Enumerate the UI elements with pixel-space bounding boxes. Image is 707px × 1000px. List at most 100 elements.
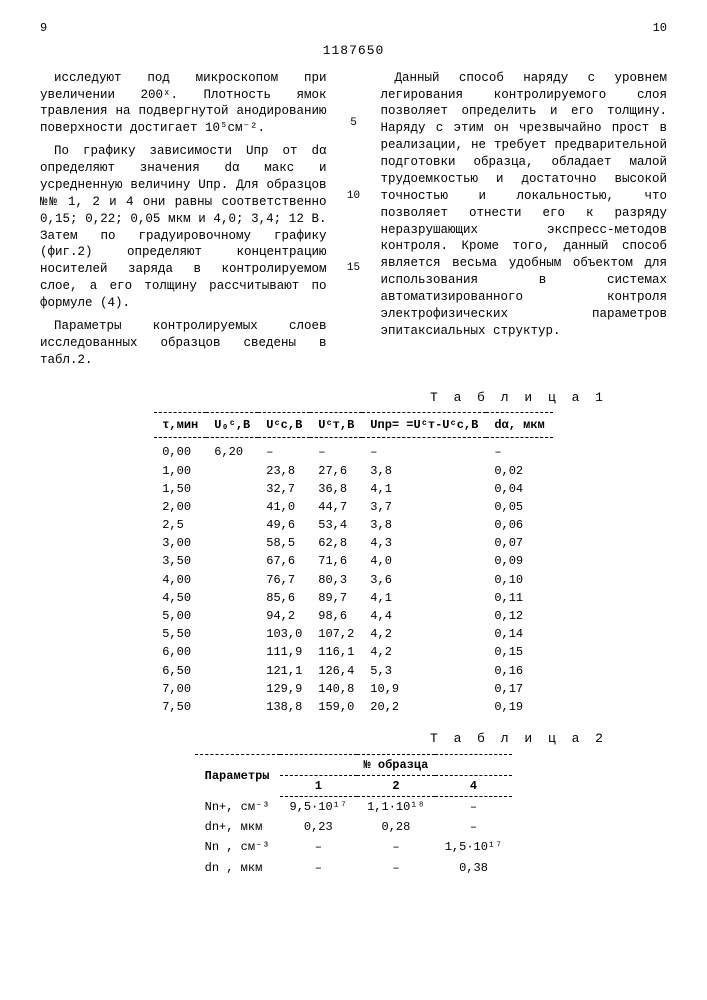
table-cell: 3,8 bbox=[362, 462, 486, 480]
table-cell: 0,11 bbox=[486, 589, 552, 607]
t2-sample-header: № образца bbox=[280, 754, 513, 775]
table-cell: 5,3 bbox=[362, 662, 486, 680]
table-cell: dn+, мкм bbox=[195, 817, 280, 837]
table-cell: 1,1·10¹⁸ bbox=[357, 797, 435, 818]
marker-10: 10 bbox=[347, 189, 361, 204]
table-cell: 0,23 bbox=[280, 817, 358, 837]
table-cell: 129,9 bbox=[258, 680, 310, 698]
table-cell: 49,6 bbox=[258, 516, 310, 534]
table-cell: 7,00 bbox=[154, 680, 206, 698]
table-cell: 2,5 bbox=[154, 516, 206, 534]
line-markers: 5 10 15 bbox=[347, 70, 361, 375]
table-cell: 5,50 bbox=[154, 625, 206, 643]
table-cell: – bbox=[486, 438, 552, 462]
table-cell: dn , мкм bbox=[195, 858, 280, 878]
table2: Параметры № образца 1 2 4 Nn+, см⁻³9,5·1… bbox=[195, 754, 513, 878]
table-cell: 159,0 bbox=[310, 698, 362, 716]
t2-param-header: Параметры bbox=[195, 754, 280, 796]
table-cell: – bbox=[357, 858, 435, 878]
table-cell: 6,20 bbox=[206, 438, 258, 462]
table-cell: 7,50 bbox=[154, 698, 206, 716]
table-cell: 62,8 bbox=[310, 534, 362, 552]
table-cell: 2,00 bbox=[154, 498, 206, 516]
table-row: 5,50103,0107,24,20,14 bbox=[154, 625, 553, 643]
table-cell: 0,07 bbox=[486, 534, 552, 552]
table-cell bbox=[206, 552, 258, 570]
table2-title: Т а б л и ц а 2 bbox=[40, 730, 607, 748]
table-cell: 80,3 bbox=[310, 571, 362, 589]
table-cell bbox=[206, 571, 258, 589]
table-cell: 0,04 bbox=[486, 480, 552, 498]
table-cell: 111,9 bbox=[258, 643, 310, 661]
left-p1: исследуют под микроскопом при увеличении… bbox=[40, 70, 327, 138]
table-cell: 98,6 bbox=[310, 607, 362, 625]
t1-h1: U₀ᶜ,В bbox=[206, 413, 258, 438]
table-cell: 4,3 bbox=[362, 534, 486, 552]
table-cell: 3,6 bbox=[362, 571, 486, 589]
table-row: 3,0058,562,84,30,07 bbox=[154, 534, 553, 552]
table-cell: 0,00 bbox=[154, 438, 206, 462]
table-cell: 6,50 bbox=[154, 662, 206, 680]
table-cell: 9,5·10¹⁷ bbox=[280, 797, 358, 818]
table-cell: 0,09 bbox=[486, 552, 552, 570]
table-cell: 0,38 bbox=[435, 858, 513, 878]
table-row: 6,00111,9116,14,20,15 bbox=[154, 643, 553, 661]
table-cell: 4,00 bbox=[154, 571, 206, 589]
table-cell: 4,2 bbox=[362, 643, 486, 661]
table-cell: 0,02 bbox=[486, 462, 552, 480]
table-cell: 20,2 bbox=[362, 698, 486, 716]
table-cell: 76,7 bbox=[258, 571, 310, 589]
table-cell: 27,6 bbox=[310, 462, 362, 480]
table-cell: 85,6 bbox=[258, 589, 310, 607]
table-cell: 5,00 bbox=[154, 607, 206, 625]
table-cell bbox=[206, 462, 258, 480]
doc-number: 1187650 bbox=[40, 42, 667, 60]
table-cell: Nn , см⁻³ bbox=[195, 837, 280, 857]
table-cell: – bbox=[435, 797, 513, 818]
table-cell: 107,2 bbox=[310, 625, 362, 643]
table-cell: – bbox=[310, 438, 362, 462]
table-cell: 94,2 bbox=[258, 607, 310, 625]
table-cell: 103,0 bbox=[258, 625, 310, 643]
t1-h3: Uᶜт,В bbox=[310, 413, 362, 438]
table1-title: Т а б л и ц а 1 bbox=[40, 389, 607, 407]
table-cell: 0,12 bbox=[486, 607, 552, 625]
table-cell: 1,5·10¹⁷ bbox=[435, 837, 513, 857]
table-cell: 4,0 bbox=[362, 552, 486, 570]
t1-h5: dα, мкм bbox=[486, 413, 552, 438]
table-cell bbox=[206, 625, 258, 643]
table-cell: 67,6 bbox=[258, 552, 310, 570]
table-row: 1,0023,827,63,80,02 bbox=[154, 462, 553, 480]
left-p3: Параметры контролируемых слоев исследова… bbox=[40, 318, 327, 369]
page-left: 9 bbox=[40, 20, 47, 36]
table-cell: 71,6 bbox=[310, 552, 362, 570]
table-cell: 0,15 bbox=[486, 643, 552, 661]
table-cell: 3,00 bbox=[154, 534, 206, 552]
table-cell: Nn+, см⁻³ bbox=[195, 797, 280, 818]
table-cell: 0,10 bbox=[486, 571, 552, 589]
table-row: 5,0094,298,64,40,12 bbox=[154, 607, 553, 625]
t1-h2: Uᶜc,В bbox=[258, 413, 310, 438]
table-cell bbox=[206, 680, 258, 698]
table-row: 2,549,653,43,80,06 bbox=[154, 516, 553, 534]
table-cell: 138,8 bbox=[258, 698, 310, 716]
table-row: dn+, мкм0,230,28– bbox=[195, 817, 513, 837]
table-cell: – bbox=[258, 438, 310, 462]
table-cell: 4,1 bbox=[362, 480, 486, 498]
table-cell: 121,1 bbox=[258, 662, 310, 680]
table-cell: 0,05 bbox=[486, 498, 552, 516]
table-cell bbox=[206, 607, 258, 625]
table-cell: 0,17 bbox=[486, 680, 552, 698]
page-right: 10 bbox=[653, 20, 667, 36]
table-row: Nn+, см⁻³9,5·10¹⁷1,1·10¹⁸– bbox=[195, 797, 513, 818]
table-row: 1,5032,736,84,10,04 bbox=[154, 480, 553, 498]
left-column: исследуют под микроскопом при увеличении… bbox=[40, 70, 327, 375]
table-cell: 0,19 bbox=[486, 698, 552, 716]
table-cell bbox=[206, 698, 258, 716]
table1-header-row: τ,мин U₀ᶜ,В Uᶜc,В Uᶜт,В Uпр= =Uᶜт-Uᶜc,В … bbox=[154, 413, 553, 438]
table-cell: 3,8 bbox=[362, 516, 486, 534]
table-cell: – bbox=[280, 858, 358, 878]
table-cell: 126,4 bbox=[310, 662, 362, 680]
marker-5: 5 bbox=[347, 116, 361, 131]
table-cell bbox=[206, 480, 258, 498]
